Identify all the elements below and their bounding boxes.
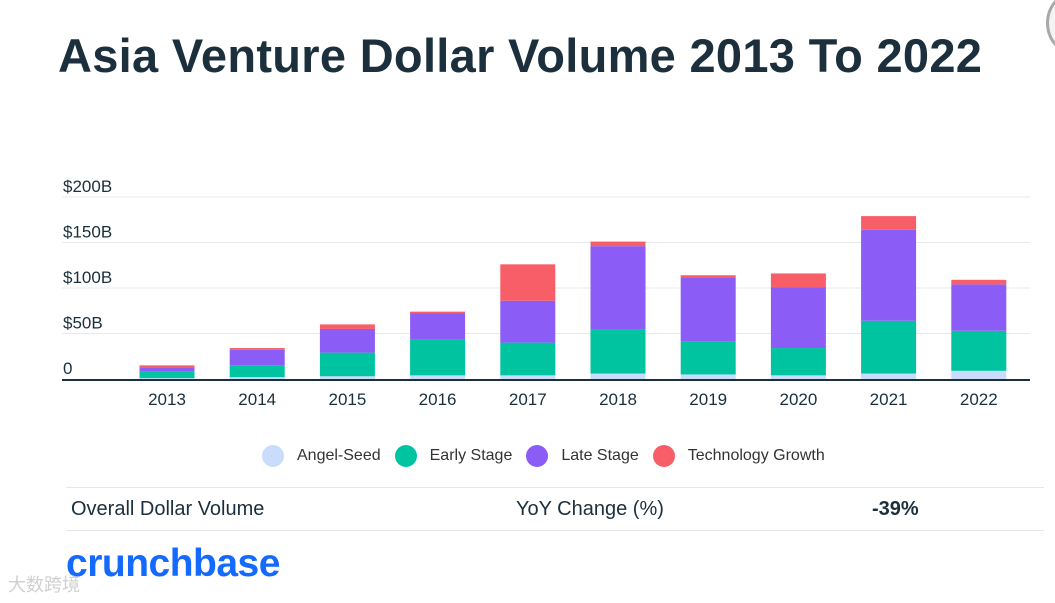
bars (62, 216, 1030, 381)
legend-swatch (262, 445, 284, 467)
y-tick-label: 0 (63, 359, 72, 378)
bar-segment (410, 313, 466, 340)
legend-item: Early Stage (394, 445, 513, 467)
bar-segment (229, 365, 285, 378)
bar-segment (590, 329, 646, 374)
bar-segment (951, 284, 1007, 331)
bar-segment (770, 375, 826, 379)
legend-label: Early Stage (429, 447, 513, 464)
summary-row: Overall Dollar Volume YoY Change (%) -39… (66, 487, 1044, 531)
legend-item: Angel-Seed (262, 445, 381, 467)
legend-swatch (652, 445, 675, 467)
legend-label: Angel-Seed (297, 447, 381, 464)
legend: Angel-Seed Early Stage Late Stage Technolog… (262, 445, 839, 467)
bar-segment (139, 378, 195, 379)
bar-segment (229, 377, 285, 379)
bar-chart: 0$50B$100B$150B$200B 2013 2014 2015 2016 201… (62, 177, 1030, 409)
x-tick-label: 2014 (238, 390, 276, 409)
bar-segment (861, 229, 917, 321)
bar-segment (861, 373, 917, 379)
legend-item: Technology Growth (652, 445, 825, 467)
bar-segment (680, 277, 736, 342)
x-tick-label: 2020 (779, 390, 817, 409)
bar-segment (680, 374, 736, 379)
bar-segment (680, 275, 736, 278)
x-tick-label: 2022 (960, 390, 998, 409)
x-tick-label: 2017 (509, 390, 547, 409)
bar-segment (410, 375, 466, 379)
yoy-change-label: YoY Change (%) (516, 498, 664, 520)
y-tick-label: $200B (63, 177, 112, 196)
x-tick-label: 2021 (870, 390, 908, 409)
bar-segment (500, 375, 556, 379)
bar-segment (229, 349, 285, 366)
y-tick-label: $150B (63, 223, 112, 242)
x-tick-label: 2016 (419, 390, 457, 409)
bar-segment (770, 273, 826, 288)
bar-segment (590, 241, 646, 247)
y-axis-ticks: 0 $50B $100B $150B $200B (63, 177, 112, 378)
x-tick-label: 2019 (689, 390, 727, 409)
x-axis-ticks: 2013 2014 2015 2016 2017 2018 2019 2020 2021 2022 (148, 390, 998, 409)
bar-segment (500, 300, 556, 343)
bar-segment (500, 264, 556, 301)
yoy-change-value: -39% (872, 498, 919, 520)
legend-item: Late Stage (526, 445, 639, 467)
x-tick-label: 2013 (148, 390, 186, 409)
bar-segment (861, 216, 917, 230)
bar-segment (951, 370, 1007, 379)
bar-segment (139, 371, 195, 379)
chart-title: Asia Venture Dollar Volume 2013 To 2022 (58, 29, 983, 82)
bar-segment (410, 339, 466, 376)
bar-segment (229, 348, 285, 350)
bar-segment (770, 348, 826, 376)
y-tick-label: $50B (63, 314, 103, 333)
bar-segment (139, 367, 195, 372)
x-tick-label: 2015 (328, 390, 366, 409)
legend-label: Technology Growth (687, 447, 825, 464)
bar-segment (861, 320, 917, 374)
bar-segment (319, 376, 375, 379)
bar-segment (590, 246, 646, 330)
bar-segment (319, 352, 375, 377)
bar-segment (770, 287, 826, 349)
bar-segment (951, 279, 1007, 285)
legend-swatch (526, 445, 549, 467)
bar-segment (590, 373, 646, 379)
x-tick-label: 2018 (599, 390, 637, 409)
bar-segment (139, 365, 195, 368)
bar-segment (410, 311, 466, 314)
bar-segment (319, 324, 375, 329)
bar-segment (951, 330, 1007, 371)
overall-dollar-volume-label: Overall Dollar Volume (71, 498, 265, 520)
bar-segment (500, 342, 556, 376)
bar-segment (680, 341, 736, 375)
legend-label: Late Stage (561, 447, 639, 464)
bar-segment (319, 328, 375, 353)
crunchbase-logo: crunchbase (66, 542, 280, 585)
watermark: 大数跨境 (8, 575, 80, 595)
y-tick-label: $100B (63, 268, 112, 287)
legend-swatch (394, 445, 417, 467)
